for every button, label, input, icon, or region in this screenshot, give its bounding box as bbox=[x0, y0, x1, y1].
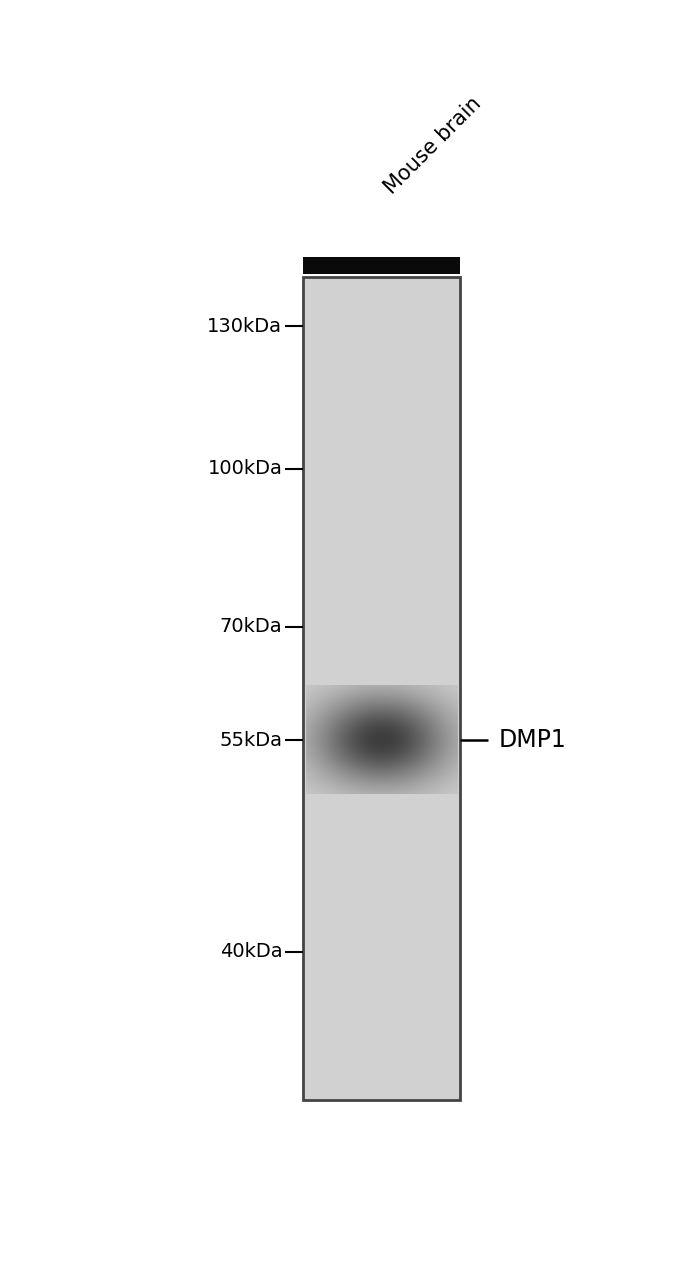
Text: 100kDa: 100kDa bbox=[207, 460, 283, 479]
Text: 55kDa: 55kDa bbox=[219, 731, 283, 750]
Text: 40kDa: 40kDa bbox=[219, 942, 283, 961]
Text: 130kDa: 130kDa bbox=[207, 316, 283, 335]
Bar bbox=[303, 257, 460, 274]
Text: DMP1: DMP1 bbox=[499, 728, 567, 753]
Text: Mouse brain: Mouse brain bbox=[380, 93, 485, 198]
Bar bbox=[303, 276, 460, 1100]
Text: 70kDa: 70kDa bbox=[219, 617, 283, 636]
Bar bbox=[303, 276, 460, 1100]
